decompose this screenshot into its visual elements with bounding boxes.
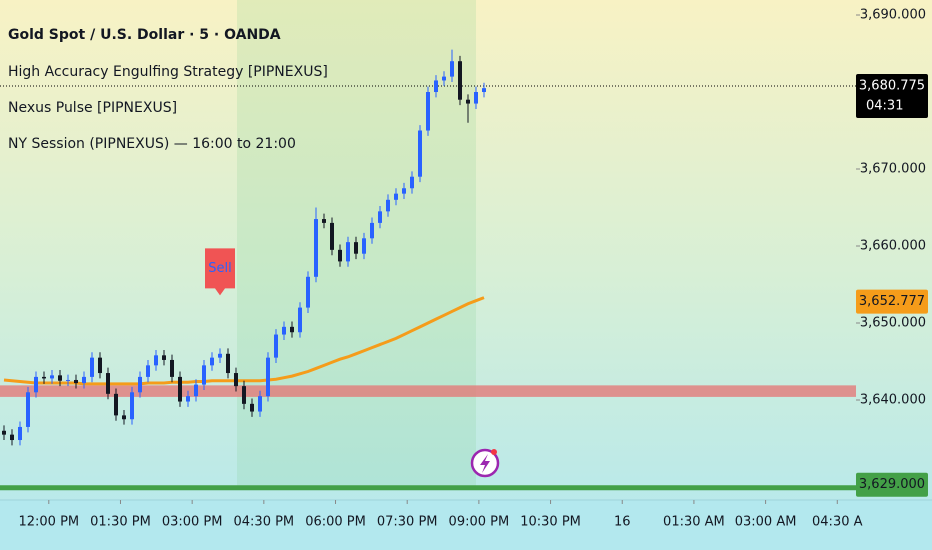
candle-body: [266, 357, 270, 397]
y-tick-label: 3,690.000: [860, 8, 926, 23]
candle-body: [394, 193, 398, 200]
x-tick-label: 09:00 PM: [449, 515, 510, 530]
candle-body: [250, 403, 254, 412]
candle-body: [402, 188, 406, 194]
indicator-label: NY Session (PIPNEXUS) — 16:00 to 21:00: [8, 136, 296, 152]
signal-label: Sell: [208, 261, 231, 276]
candle-body: [186, 396, 190, 402]
candle-body: [130, 392, 134, 420]
candle-body: [34, 376, 38, 393]
countdown: 04:31: [866, 99, 903, 114]
candle-body: [434, 80, 438, 93]
candle-body: [474, 92, 478, 104]
candle-body: [138, 376, 142, 393]
x-tick-label: 04:30 A: [812, 515, 863, 530]
x-tick-label: 10:30 PM: [520, 515, 581, 530]
signal-marker: [205, 248, 235, 296]
candle-body: [450, 61, 454, 77]
x-tick-label: 04:30 PM: [234, 515, 295, 530]
candle-body: [242, 386, 246, 404]
y-tick-label: 3,650.000: [860, 315, 926, 330]
price-label-box: [856, 74, 928, 119]
candle-body: [74, 379, 78, 384]
candle-body: [218, 353, 222, 358]
candle-body: [154, 355, 158, 366]
candle-body: [282, 326, 286, 335]
candle-body: [378, 211, 382, 223]
candle-body: [322, 219, 326, 223]
candle-body: [58, 375, 62, 381]
y-tick-label: 3,660.000: [860, 239, 926, 254]
price-label-box: [856, 289, 928, 314]
candle-body: [258, 396, 262, 412]
candle-body: [298, 307, 302, 333]
chart-title: Gold Spot / U.S. Dollar · 5 · OANDA: [8, 27, 281, 43]
candle-body: [482, 88, 486, 93]
candle-body: [10, 434, 14, 441]
candle-body: [170, 359, 174, 377]
candle-body: [330, 222, 334, 250]
price-label-box: [856, 472, 928, 497]
candle-body: [146, 365, 150, 377]
y-tick-label: 3,670.000: [860, 162, 926, 177]
price-label: 3,629.000: [859, 477, 925, 492]
candle-body: [314, 219, 318, 277]
candle-body: [18, 426, 22, 441]
candle-body: [226, 353, 230, 374]
candle-body: [106, 373, 110, 394]
price-label: 3,652.777: [859, 294, 925, 309]
x-tick-label: 01:30 AM: [663, 515, 725, 530]
candle-body: [122, 415, 126, 420]
candle-body: [274, 334, 278, 358]
candle-body: [1, 430, 6, 435]
candle-body: [370, 222, 374, 239]
candle-body: [466, 99, 470, 104]
x-tick-label: 03:00 AM: [735, 515, 797, 530]
candle-body: [178, 376, 182, 402]
candle-body: [210, 357, 214, 366]
candle-body: [26, 392, 30, 427]
x-tick-label: 06:00 PM: [305, 515, 366, 530]
candle-body: [42, 376, 46, 379]
candle-body: [386, 199, 390, 212]
candle-body: [306, 276, 310, 308]
candle-body: [50, 375, 54, 379]
candle-body: [90, 357, 94, 377]
x-tick-label: 03:00 PM: [162, 515, 223, 530]
candle-body: [162, 355, 166, 360]
indicator-label: High Accuracy Engulfing Strategy [PIPNEX…: [8, 64, 328, 80]
indicator-label: Nexus Pulse [PIPNEXUS]: [8, 100, 177, 116]
candle-body: [194, 384, 198, 397]
candle-body: [98, 357, 102, 374]
candle-body: [426, 92, 430, 131]
candle-body: [82, 376, 86, 384]
candle-body: [354, 242, 358, 254]
price-label: 3,680.775: [859, 79, 925, 94]
candle-body: [202, 365, 206, 385]
candle-body: [458, 61, 462, 100]
candle-body: [418, 130, 422, 177]
candle-body: [338, 249, 342, 262]
zone: [0, 385, 856, 397]
y-tick-label: 3,640.000: [860, 392, 926, 407]
x-tick-label: 01:30 PM: [90, 515, 151, 530]
alert-icon[interactable]: [470, 448, 500, 478]
candle-body: [234, 373, 238, 387]
x-tick-label: 07:30 PM: [377, 515, 438, 530]
candle-body: [66, 379, 70, 381]
candle-body: [114, 393, 118, 416]
candle-body: [410, 176, 414, 189]
x-tick-label: 12:00 PM: [18, 515, 79, 530]
candle-body: [290, 326, 294, 333]
candle-body: [362, 238, 366, 254]
candle-body: [346, 242, 350, 262]
x-axis-panel: [0, 500, 932, 550]
candle-body: [442, 76, 446, 81]
x-tick-label: 16: [614, 515, 631, 530]
legend: Gold Spot / U.S. Dollar · 5 · OANDA High…: [8, 27, 328, 152]
